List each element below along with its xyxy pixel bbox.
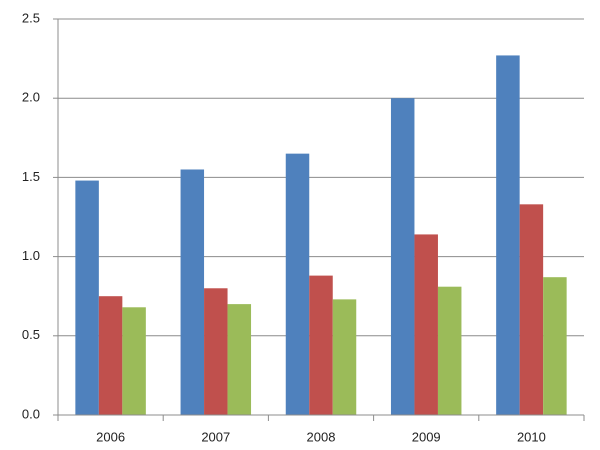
bar — [285, 153, 310, 415]
bar — [122, 307, 146, 415]
x-tick-label: 2010 — [517, 429, 546, 444]
x-tick-label: 2007 — [201, 429, 230, 444]
bar — [227, 304, 252, 415]
bar — [98, 296, 123, 415]
bar — [332, 299, 357, 415]
x-tick-label: 2008 — [307, 429, 336, 444]
y-tick-label: 2.5 — [22, 10, 40, 25]
bar — [180, 169, 205, 415]
x-tick-label: 2006 — [96, 429, 125, 444]
bar — [543, 277, 567, 415]
bar — [519, 204, 544, 415]
y-tick-label: 0.0 — [22, 406, 40, 421]
y-tick-label: 1.5 — [22, 169, 40, 184]
bar — [204, 288, 228, 415]
bar — [437, 286, 462, 415]
y-tick-label: 2.0 — [22, 90, 40, 105]
y-tick-label: 1.0 — [22, 248, 40, 263]
x-tick-label: 2009 — [412, 429, 441, 444]
bar — [75, 180, 99, 415]
bar — [309, 275, 333, 415]
y-tick-label: 0.5 — [22, 327, 40, 342]
bar — [496, 55, 520, 415]
bar — [390, 98, 415, 415]
bar — [414, 234, 438, 415]
